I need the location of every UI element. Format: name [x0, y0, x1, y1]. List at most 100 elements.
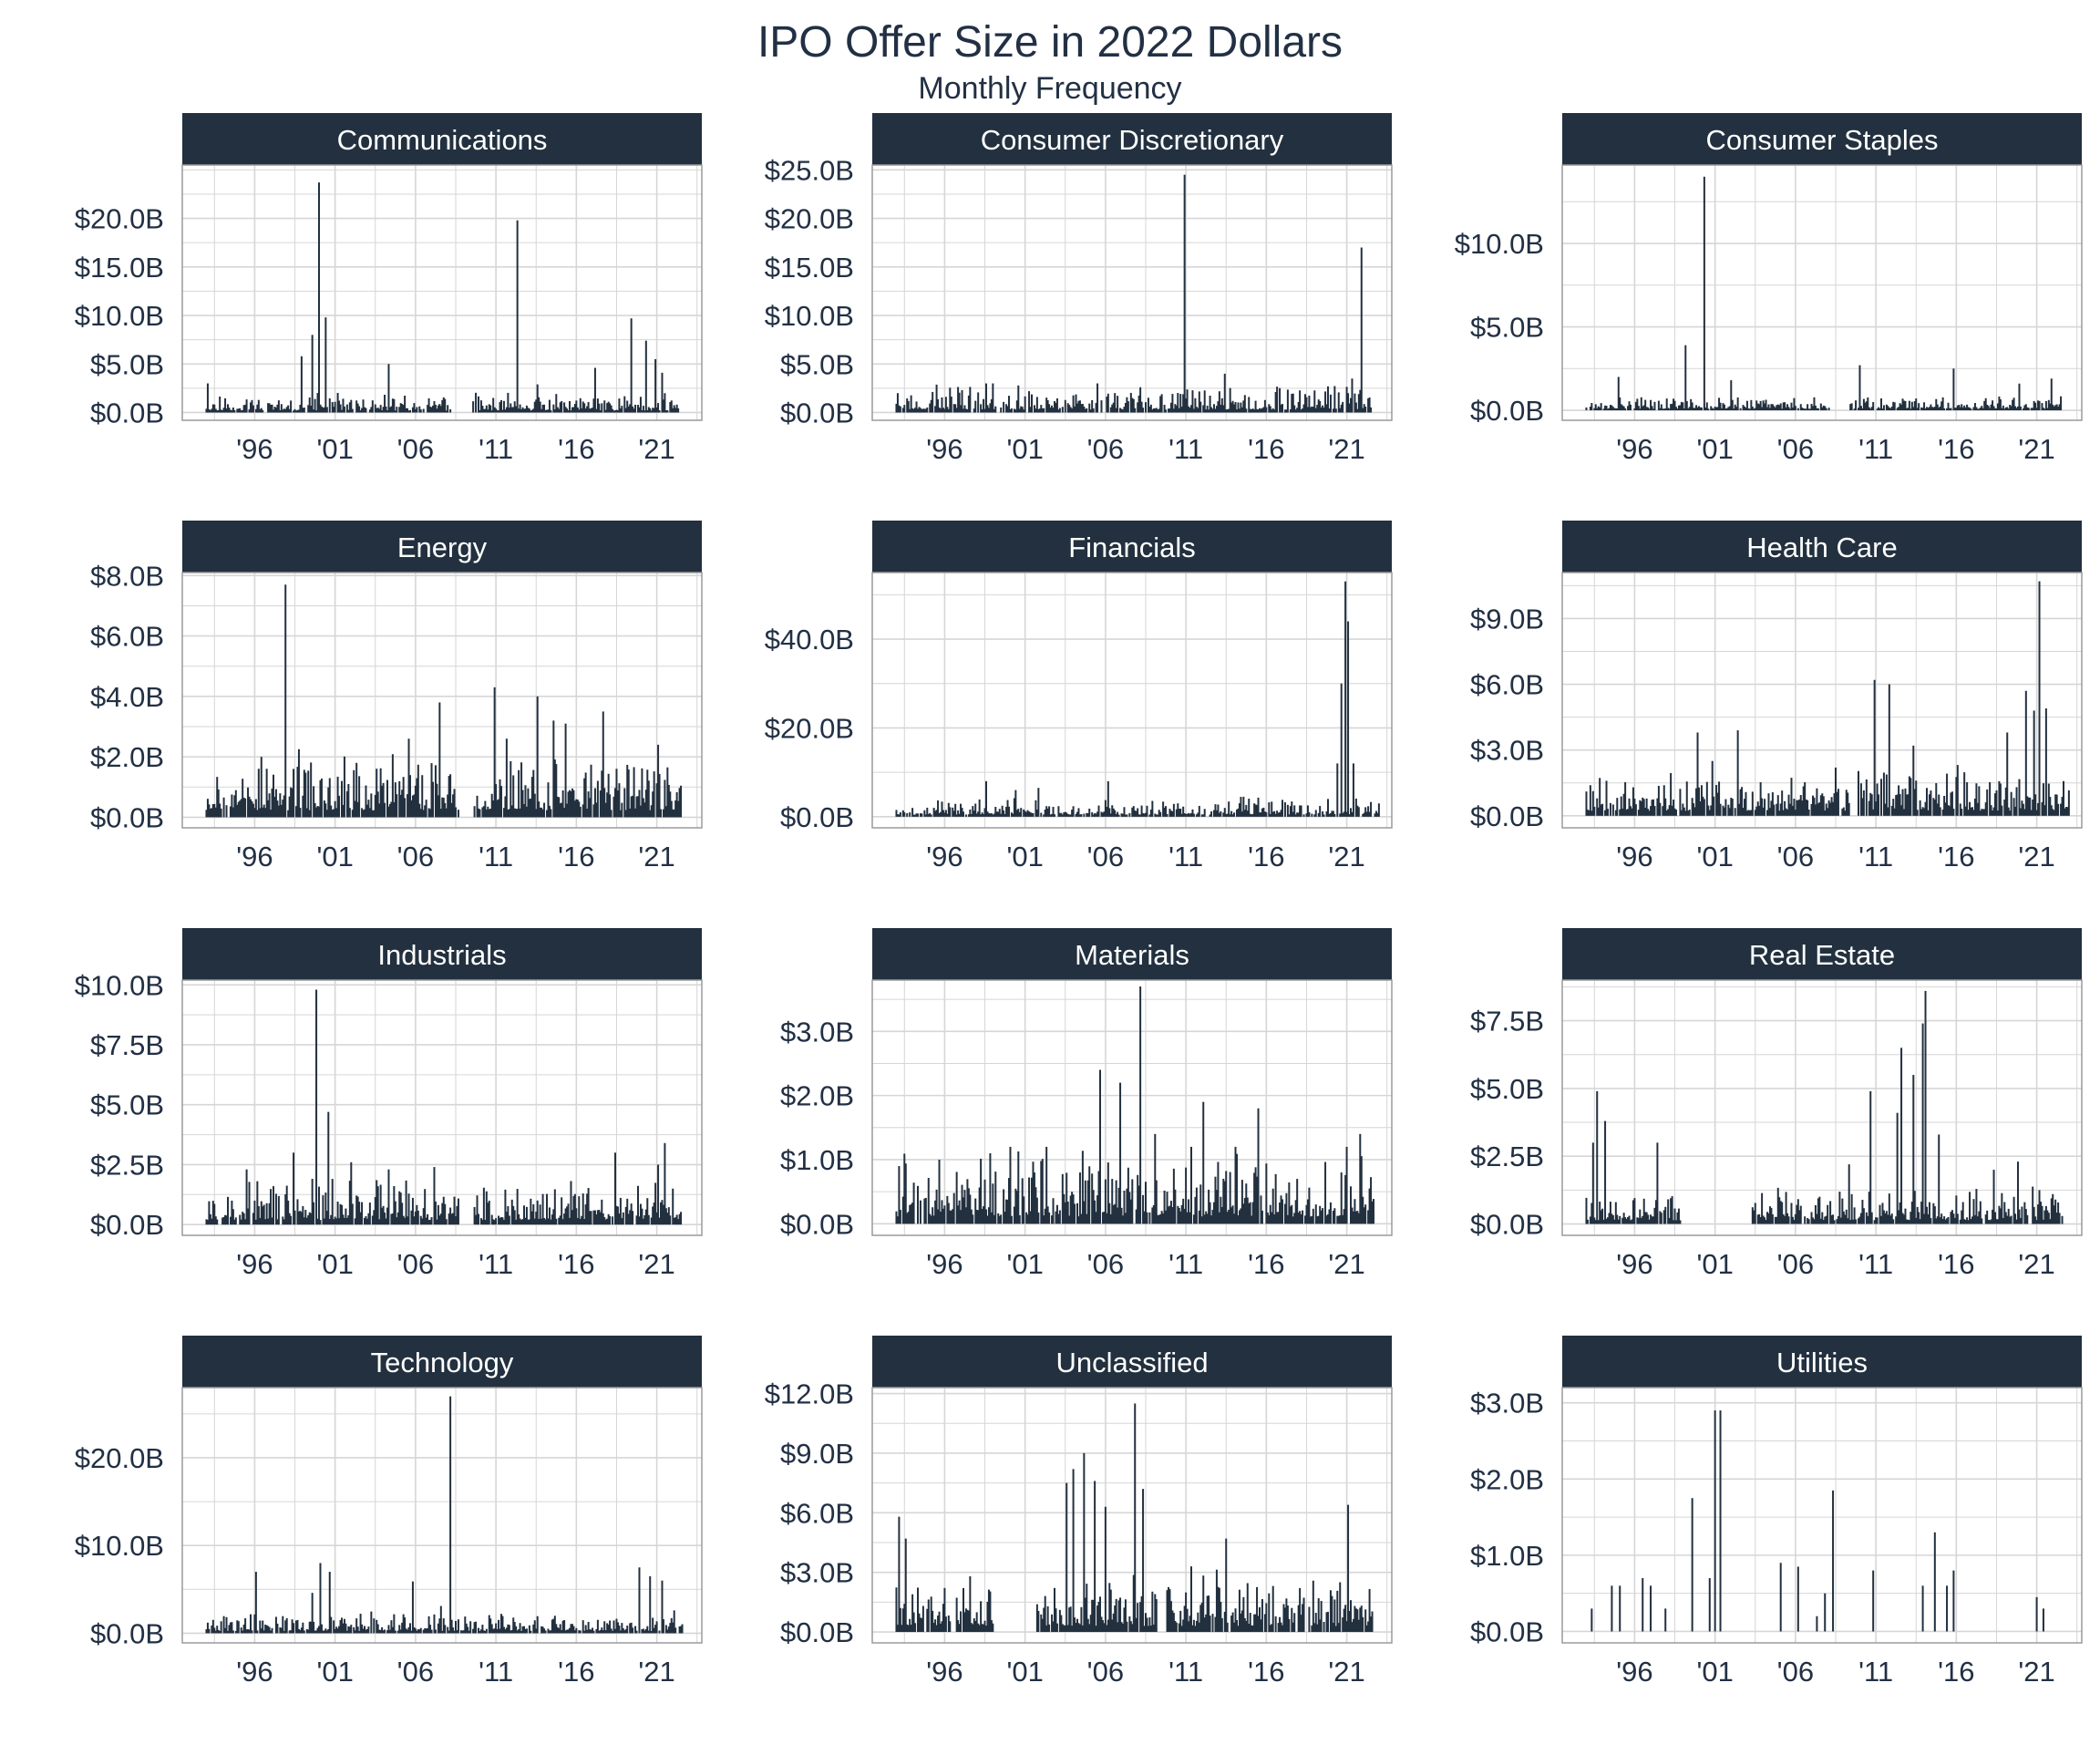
bar [958, 392, 961, 413]
bar [1975, 1189, 1978, 1224]
bar [2063, 780, 2064, 816]
bar [1248, 1624, 1251, 1633]
bar [986, 811, 989, 817]
bar [414, 1628, 417, 1634]
bar [488, 809, 490, 818]
bar [918, 1613, 921, 1633]
bar [1328, 813, 1331, 817]
y-tick-label: $0.0B [1470, 395, 1544, 427]
bar [1362, 1196, 1364, 1224]
bar [362, 399, 365, 413]
bar [324, 1628, 327, 1634]
bar [1049, 814, 1052, 817]
bar [1861, 1200, 1864, 1224]
bar [1862, 790, 1865, 816]
bar [473, 1206, 476, 1225]
bar [427, 1220, 430, 1225]
bar [1377, 803, 1380, 817]
bar [1014, 409, 1017, 413]
bar [1794, 406, 1796, 411]
bar [1881, 1203, 1884, 1224]
x-tick-label: '06 [1087, 433, 1124, 465]
bar [1992, 1209, 1994, 1224]
bar [1711, 760, 1714, 816]
bar [211, 1218, 213, 1225]
bar [1640, 397, 1642, 411]
bar [958, 1624, 961, 1633]
bar [626, 1626, 629, 1634]
bar [1785, 808, 1787, 816]
bar [1063, 1625, 1065, 1633]
bar [1627, 406, 1630, 411]
bar [370, 793, 373, 818]
bar [256, 1181, 259, 1225]
bar [1265, 407, 1268, 413]
bar [1647, 809, 1650, 816]
facet-title: Health Care [1746, 532, 1897, 563]
bar [1097, 805, 1100, 817]
bar [1730, 380, 1733, 411]
bar [1596, 798, 1599, 816]
bar [1074, 406, 1076, 413]
bar [1188, 406, 1190, 413]
bar [1754, 810, 1756, 816]
bar [324, 803, 327, 818]
bar [1095, 402, 1097, 413]
y-tick-label: $0.0B [90, 1617, 164, 1649]
bar [1103, 811, 1106, 817]
y-tick-label: $10.0B [75, 969, 164, 1001]
bar [457, 1198, 459, 1225]
bar [2046, 408, 2049, 411]
bar [561, 400, 563, 413]
bar [1716, 792, 1719, 816]
bar [282, 1216, 284, 1225]
bar [1967, 810, 1970, 816]
bar [1930, 404, 1932, 411]
bar [442, 1196, 445, 1225]
bar [1076, 1618, 1078, 1633]
bar [1767, 404, 1770, 411]
bar [1879, 408, 1881, 411]
bar [1192, 1214, 1195, 1224]
bar [253, 1614, 256, 1634]
bar [1111, 1619, 1114, 1633]
bar-series [895, 1403, 1374, 1633]
bar [1782, 402, 1785, 411]
bar [1627, 809, 1630, 816]
bar [604, 802, 607, 818]
bar [1966, 404, 1969, 411]
bar [1261, 408, 1263, 413]
bar [257, 1206, 260, 1225]
bar [393, 1614, 396, 1634]
bar [388, 407, 391, 413]
bar [1901, 1213, 1904, 1224]
gridlines [872, 573, 1392, 828]
bar [500, 1614, 502, 1634]
bar [994, 406, 997, 413]
bar [552, 720, 555, 818]
bar [1095, 1626, 1097, 1633]
bar [489, 1618, 492, 1634]
bar [661, 372, 664, 413]
bar [571, 1210, 573, 1225]
bar [1112, 1204, 1115, 1224]
x-tick-label: '96 [926, 433, 962, 465]
bar [416, 778, 418, 818]
bar [213, 404, 216, 413]
bar [342, 804, 345, 818]
bar [1214, 1616, 1217, 1633]
bar [448, 1213, 450, 1225]
bar [1000, 813, 1003, 817]
bar [1670, 1198, 1673, 1224]
bar [490, 793, 493, 818]
bar [479, 1629, 482, 1634]
bar [1687, 408, 1690, 411]
bar [1020, 808, 1023, 817]
bar [251, 399, 253, 413]
bar [417, 1210, 419, 1225]
bar [994, 806, 997, 817]
bar [418, 803, 421, 818]
bar [244, 404, 247, 413]
bar [499, 1217, 501, 1225]
bar [361, 1624, 364, 1634]
